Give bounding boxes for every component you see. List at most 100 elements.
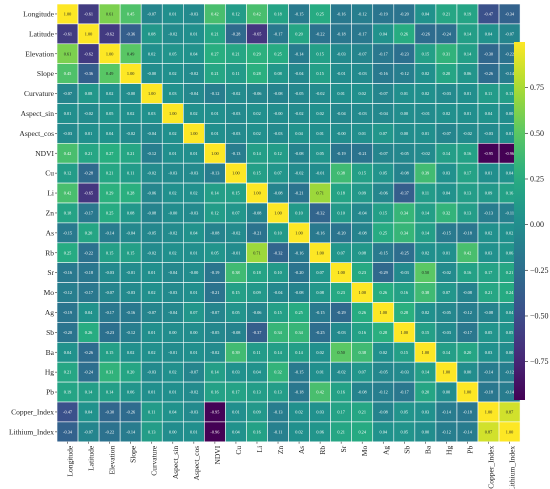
cell-value-label: -0.25 (400, 250, 409, 255)
column-label: Aspect_sin (171, 446, 180, 480)
cell-value-label: -0.03 (484, 131, 493, 136)
cell-value-label: 1.00 (316, 250, 324, 255)
cell-value-label: 1.00 (253, 191, 261, 196)
cell-value-label: -0.03 (189, 409, 198, 414)
cell-value-label: 0.28 (380, 330, 388, 335)
cell-value-label: -0.18 (84, 270, 93, 275)
cell-value-label: 0.07 (337, 250, 345, 255)
cell-value-label: 0.04 (253, 370, 261, 375)
cell-value-label: 0.02 (190, 111, 198, 116)
cell-value-label: -0.16 (379, 71, 389, 76)
cell-value-label: -0.17 (400, 390, 410, 395)
cell-value-label: 0.38 (232, 270, 240, 275)
cell-value-label: 0.02 (169, 191, 177, 196)
cell-value-label: -0.20 (400, 11, 409, 16)
cell-value-label: -0.19 (210, 270, 219, 275)
cell-value-label: 0.13 (506, 91, 514, 96)
cell-value-label: -0.18 (295, 390, 304, 395)
cell-value-label: 0.02 (422, 71, 430, 76)
cell-value-label: 0.09 (253, 409, 261, 414)
cell-value-label: 0.05 (401, 429, 409, 434)
colorbar-tick-label: −0.50 (530, 311, 549, 320)
cell-value-label: -0.02 (295, 111, 304, 116)
cell-value-label: 1.00 (190, 131, 198, 136)
row-label: Aspect_cos (19, 129, 54, 138)
cell-value-label: 0.34 (274, 330, 282, 335)
cell-value-label: -0.08 (295, 151, 304, 156)
cell-value-label: 0.25 (106, 210, 114, 215)
cell-value-label: 0.15 (232, 191, 240, 196)
cell-value-label: 0.14 (106, 390, 114, 395)
cell-value-label: 0.29 (106, 191, 114, 196)
cell-value-label: -0.04 (126, 230, 136, 235)
cell-value-label: 0.61 (106, 11, 114, 16)
cell-value-label: 0.42 (253, 11, 261, 16)
colorbar-tick-label: 0.25 (530, 174, 544, 183)
cell-value-label: 0.09 (253, 290, 261, 295)
cell-value-label: 0.00 (401, 111, 409, 116)
row-label: Sb (46, 328, 54, 337)
cell-value-label: 0.02 (190, 191, 198, 196)
cell-value-label: 0.02 (422, 250, 430, 255)
cell-value-label: 0.00 (506, 111, 514, 116)
cell-value-label: 0.02 (148, 51, 156, 56)
row-label: Slope (37, 69, 55, 78)
row-label: Elevation (25, 49, 54, 58)
cell-value-label: 0.04 (443, 191, 451, 196)
cell-value-label: 1.00 (85, 31, 93, 36)
cell-value-label: 0.08 (358, 250, 366, 255)
cell-value-label: 0.02 (358, 91, 366, 96)
cell-value-label: 0.25 (64, 250, 72, 255)
cell-value-label: -0.25 (316, 330, 325, 335)
row-label: Copper_Index (11, 407, 54, 416)
cell-value-label: 0.01 (316, 131, 324, 136)
cell-value-label: -0.08 (147, 210, 156, 215)
cell-value-label: -0.03 (274, 131, 283, 136)
cell-value-label: 0.03 (169, 91, 177, 96)
cell-value-label: 0.03 (422, 409, 430, 414)
cell-value-label: 0.01 (422, 131, 430, 136)
colorbar-tick-label: −0.75 (530, 357, 549, 366)
cell-value-label: 0.21 (106, 171, 114, 176)
cell-value-label: -0.02 (316, 91, 325, 96)
cell-value-label: 0.03 (316, 409, 324, 414)
column-label: Longitude (66, 445, 75, 476)
cell-value-label: -0.08 (358, 390, 367, 395)
cell-value-label: 0.03 (148, 111, 156, 116)
cell-value-label: 0.02 (148, 290, 156, 295)
cell-value-label: 0.14 (253, 151, 261, 156)
cell-value-label: -0.16 (126, 310, 136, 315)
cell-value-label: -0.30 (484, 51, 493, 56)
cell-value-label: 1.00 (169, 111, 177, 116)
cell-value-label: 0.14 (443, 151, 451, 156)
cell-value-label: 0.07 (358, 370, 366, 375)
cell-value-label: 0.18 (274, 11, 282, 16)
cell-value-label: 0.01 (485, 171, 493, 176)
cell-value-label: -0.96 (210, 429, 220, 434)
cell-value-label: 0.00 (190, 330, 198, 335)
cell-value-label: 0.04 (106, 131, 114, 136)
cell-value-label: -0.16 (295, 250, 305, 255)
cell-value-label: 0.16 (211, 390, 219, 395)
cell-value-label: -0.28 (84, 171, 93, 176)
cell-value-label: -0.04 (168, 270, 178, 275)
cell-value-label: 0.24 (506, 290, 514, 295)
cell-value-label: -0.12 (147, 151, 156, 156)
cell-value-label: 0.11 (232, 71, 239, 76)
column-label: NDVI (213, 445, 222, 464)
cell-value-label: 1.00 (274, 210, 282, 215)
cell-value-label: -0.95 (210, 409, 219, 414)
cell-value-label: -0.03 (231, 131, 240, 136)
cell-value-label: -0.04 (274, 290, 284, 295)
cell-value-label: 0.01 (148, 390, 156, 395)
cell-value-label: -0.11 (505, 210, 514, 215)
cell-value-label: -0.21 (252, 230, 261, 235)
cell-value-label: -0.02 (295, 171, 304, 176)
cell-value-label: 0.14 (274, 350, 282, 355)
cell-value-label: -0.17 (84, 210, 94, 215)
cell-value-label: -0.28 (231, 31, 240, 36)
cell-value-label: 0.14 (85, 390, 93, 395)
cell-value-label: 0.02 (506, 230, 514, 235)
row-label: Cu (45, 169, 54, 178)
cell-value-label: -0.17 (358, 31, 368, 36)
